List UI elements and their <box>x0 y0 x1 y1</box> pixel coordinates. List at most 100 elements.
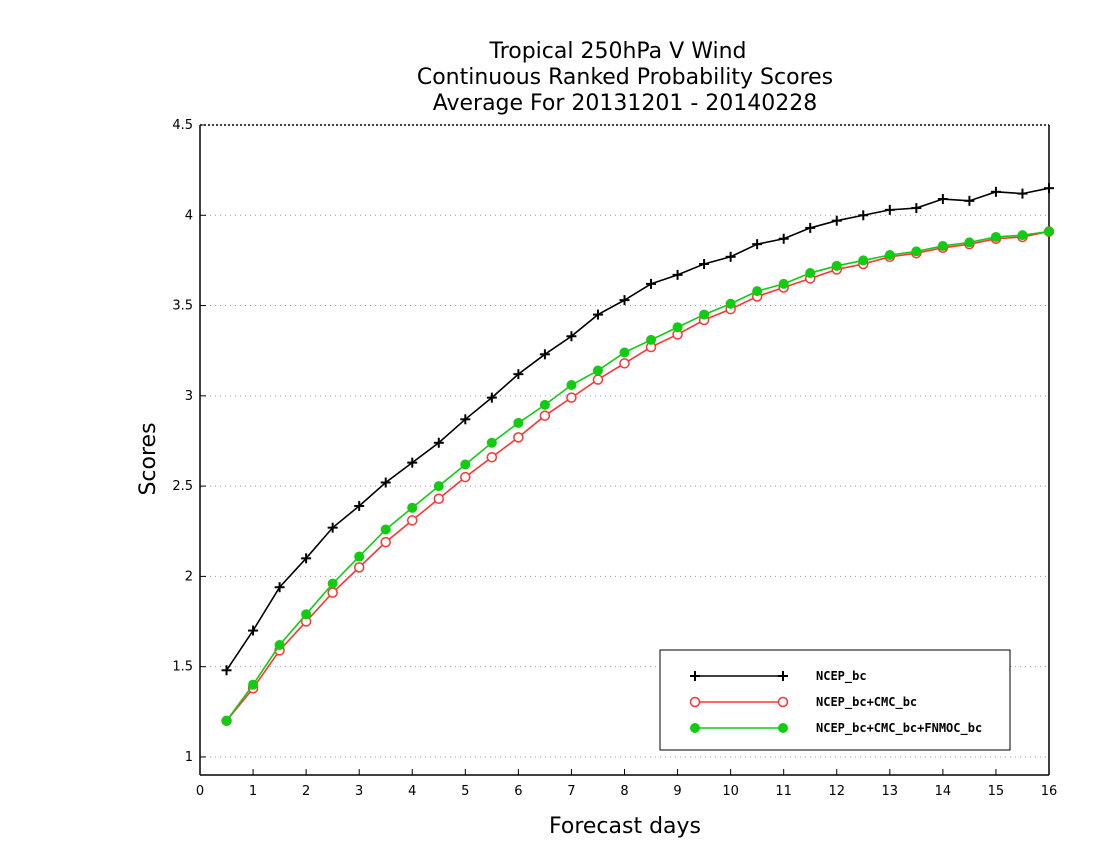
y-axis-label: Scores <box>136 422 161 495</box>
series-0-point-16 <box>646 278 657 289</box>
series-2 <box>221 226 1054 726</box>
series-0-point-6 <box>380 477 391 488</box>
chart-title-line-1: Tropical 250hPa V Wind <box>488 39 746 64</box>
legend-entry-0: NCEP_bc <box>690 669 867 684</box>
series-2-point-4 <box>327 578 338 589</box>
series-0-point-1 <box>248 625 259 636</box>
series-1-point-14 <box>592 374 604 385</box>
legend: NCEP_bc NCEP_bc+CMC_bc NCEP_bc+CMC_bc+FNMO… <box>659 649 1011 751</box>
x-tick-label-6: 6 <box>514 784 522 799</box>
series-2-point-5 <box>354 551 365 562</box>
legend-entry-1: NCEP_bc+CMC_bc <box>689 695 917 710</box>
series-2-point-28 <box>964 237 975 248</box>
series-1-point-12 <box>539 410 551 421</box>
y-axis-ticks: 1 1.5 2 2.5 3 3.5 4 4.5 <box>172 118 206 765</box>
series-0-point-7 <box>407 457 418 468</box>
series-2-point-30 <box>1017 230 1028 241</box>
series-2-point-25 <box>884 250 895 260</box>
series-0-point-30 <box>1017 188 1028 199</box>
x-tick-label-10: 10 <box>722 784 739 799</box>
series-0-point-14 <box>592 309 603 320</box>
series-0-point-25 <box>884 204 895 215</box>
y-tick-label-5: 3.5 <box>172 299 193 314</box>
chart-title-line-3: Average For 20131201 - 20140228 <box>433 91 818 116</box>
series-2-point-31 <box>1044 226 1054 237</box>
legend-box <box>659 649 1011 751</box>
series-0 <box>221 183 1054 676</box>
series-2-point-24 <box>858 255 869 266</box>
chart-title: Tropical 250hPa V Wind Continuous Ranked… <box>417 39 833 116</box>
x-tick-label-14: 14 <box>935 784 952 799</box>
series-2-point-15 <box>619 347 630 358</box>
series-1-point-8 <box>433 493 445 504</box>
series-2-line <box>225 230 1050 722</box>
series-1-point-11 <box>513 432 524 443</box>
series-1-point-5 <box>353 562 365 573</box>
series-0-point-22 <box>805 222 816 233</box>
x-axis-ticks: 0 1 2 3 4 5 6 7 8 9 10 11 12 13 14 15 16 <box>196 769 1057 799</box>
series-1-point-13 <box>566 392 577 403</box>
series-0-point-8 <box>433 437 444 448</box>
series-0-point-24 <box>858 210 869 221</box>
series-1-line <box>225 230 1050 722</box>
series-2-point-26 <box>911 246 922 257</box>
x-axis-label: Forecast days <box>549 814 701 839</box>
legend-entry-2: NCEP_bc+CMC_bc+FNMOC_bc <box>690 721 982 736</box>
series-2-point-10 <box>486 437 497 448</box>
series-2-point-23 <box>831 260 842 271</box>
y-tick-label-3: 2.5 <box>172 479 193 494</box>
series-0-point-18 <box>699 259 710 270</box>
series-0-point-27 <box>937 194 948 205</box>
legend-marker-start-1 <box>689 696 701 708</box>
x-tick-label-15: 15 <box>988 784 1005 799</box>
series-0-point-2 <box>274 582 285 593</box>
series-2-point-1 <box>248 679 259 690</box>
series-0-point-12 <box>539 349 550 360</box>
y-tick-label-6: 4 <box>185 208 193 223</box>
series-0-point-9 <box>460 414 471 425</box>
series-2-point-0 <box>221 715 232 726</box>
series-0-point-13 <box>566 331 577 342</box>
legend-marker-start-0 <box>690 671 700 681</box>
series-2-point-16 <box>646 334 657 345</box>
x-tick-label-2: 2 <box>302 784 310 799</box>
series-2-point-22 <box>805 268 816 279</box>
x-tick-label-7: 7 <box>567 784 575 799</box>
series-0-point-19 <box>725 251 736 262</box>
series-0-point-26 <box>911 203 922 214</box>
series-2-point-2 <box>274 640 285 650</box>
legend-marker-end-2 <box>778 723 788 733</box>
series-1-point-7 <box>407 515 418 526</box>
series-2-point-9 <box>460 459 471 470</box>
y-tick-label-2: 2 <box>185 569 193 584</box>
series-2-point-18 <box>699 309 710 320</box>
legend-marker-start-2 <box>690 723 700 733</box>
series-0-point-17 <box>672 269 683 280</box>
series-2-point-27 <box>937 240 948 251</box>
x-tick-label-3: 3 <box>355 784 363 799</box>
series-0-point-28 <box>964 195 975 206</box>
series-0-point-15 <box>619 295 630 306</box>
series-0-point-21 <box>778 233 789 244</box>
series-2-point-11 <box>513 417 524 428</box>
series-2-point-3 <box>301 609 312 620</box>
legend-label-0: NCEP_bc <box>816 669 867 684</box>
x-tick-label-5: 5 <box>461 784 469 799</box>
series-2-point-12 <box>539 399 550 410</box>
series-2-point-29 <box>990 231 1001 242</box>
y-tick-label-7: 4.5 <box>172 118 193 133</box>
series-1-point-6 <box>380 536 391 548</box>
series-0-point-4 <box>327 522 338 533</box>
series-1-point-9 <box>460 471 471 483</box>
series-group <box>221 183 1055 727</box>
y-tick-label-4: 3 <box>185 389 193 404</box>
series-0-point-31 <box>1044 183 1054 194</box>
legend-label-1: NCEP_bc+CMC_bc <box>816 695 917 710</box>
x-tick-label-11: 11 <box>775 784 792 799</box>
x-tick-label-13: 13 <box>882 784 899 799</box>
x-tick-label-8: 8 <box>620 784 628 799</box>
series-2-point-6 <box>380 524 391 535</box>
series-0-point-5 <box>354 500 365 511</box>
y-tick-label-0: 1 <box>185 750 193 765</box>
